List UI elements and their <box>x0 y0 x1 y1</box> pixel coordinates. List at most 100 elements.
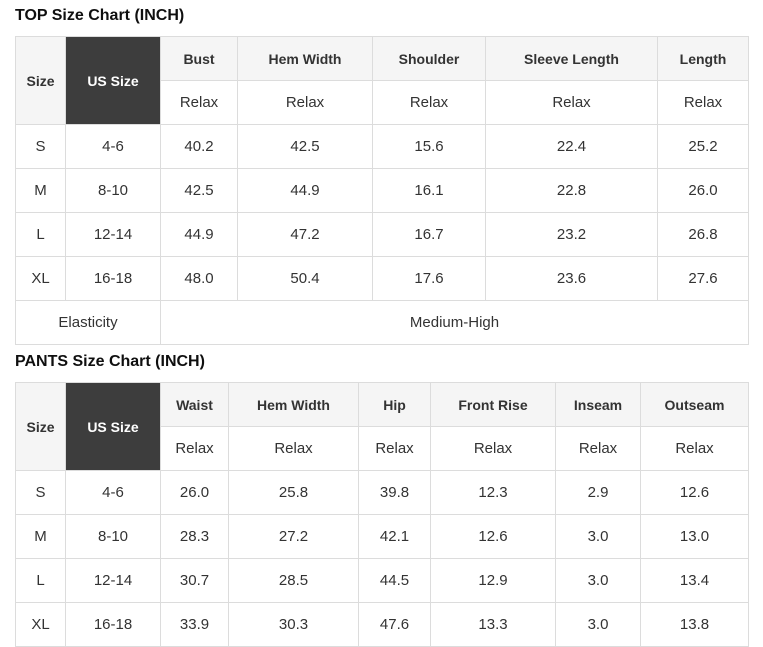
value-cell: 25.8 <box>228 470 359 515</box>
pants-column-header-outseam: Outseam <box>640 382 749 427</box>
us-size-cell: 16-18 <box>65 256 161 301</box>
fit-cell: Relax <box>237 80 373 125</box>
top-column-header-shoulder: Shoulder <box>372 36 486 81</box>
us-size-cell: 12-14 <box>65 558 161 603</box>
value-cell: 12.6 <box>430 514 556 559</box>
fit-cell: Relax <box>485 80 658 125</box>
value-cell: 48.0 <box>160 256 238 301</box>
value-cell: 50.4 <box>237 256 373 301</box>
value-cell: 26.0 <box>160 470 229 515</box>
value-cell: 3.0 <box>555 514 641 559</box>
value-cell: 44.9 <box>160 212 238 257</box>
size-cell: XL <box>15 602 66 647</box>
fit-cell: Relax <box>160 426 229 471</box>
value-cell: 16.1 <box>372 168 486 213</box>
elasticity-value: Medium-High <box>160 300 749 345</box>
table-row: XL 16-18 48.0 50.4 17.6 23.6 27.6 <box>15 256 749 301</box>
value-cell: 27.6 <box>657 256 749 301</box>
fit-cell: Relax <box>160 80 238 125</box>
value-cell: 3.0 <box>555 602 641 647</box>
value-cell: 42.5 <box>237 124 373 169</box>
value-cell: 15.6 <box>372 124 486 169</box>
size-cell: L <box>15 558 66 603</box>
elasticity-row: Elasticity Medium-High <box>15 300 749 345</box>
us-size-cell: 12-14 <box>65 212 161 257</box>
table-row: S 4-6 40.2 42.5 15.6 22.4 25.2 <box>15 124 749 169</box>
fit-cell: Relax <box>555 426 641 471</box>
value-cell: 23.6 <box>485 256 658 301</box>
pants-fit-row: Relax Relax Relax Relax Relax Relax <box>16 426 749 471</box>
table-row: S 4-6 26.0 25.8 39.8 12.3 2.9 12.6 <box>15 470 749 515</box>
value-cell: 27.2 <box>228 514 359 559</box>
top-column-header-length: Length <box>657 36 749 81</box>
us-size-cell: 4-6 <box>65 470 161 515</box>
value-cell: 22.4 <box>485 124 658 169</box>
pants-column-header-hip: Hip <box>358 382 431 427</box>
table-row: M 8-10 28.3 27.2 42.1 12.6 3.0 13.0 <box>15 514 749 559</box>
value-cell: 25.2 <box>657 124 749 169</box>
value-cell: 13.8 <box>640 602 749 647</box>
top-fit-row: Relax Relax Relax Relax Relax <box>16 80 749 125</box>
pants-column-header-waist: Waist <box>160 382 229 427</box>
value-cell: 42.1 <box>358 514 431 559</box>
value-cell: 42.5 <box>160 168 238 213</box>
top-header-row: Size US Size Bust Hem Width Shoulder Sle… <box>15 36 749 125</box>
value-cell: 44.9 <box>237 168 373 213</box>
size-cell: L <box>15 212 66 257</box>
value-cell: 17.6 <box>372 256 486 301</box>
us-size-cell: 8-10 <box>65 168 161 213</box>
value-cell: 28.5 <box>228 558 359 603</box>
value-cell: 33.9 <box>160 602 229 647</box>
value-cell: 3.0 <box>555 558 641 603</box>
size-cell: S <box>15 124 66 169</box>
value-cell: 47.2 <box>237 212 373 257</box>
table-row: L 12-14 44.9 47.2 16.7 23.2 26.8 <box>15 212 749 257</box>
top-column-header-bust: Bust <box>160 36 238 81</box>
top-size-column-header: Size <box>15 36 66 125</box>
value-cell: 22.8 <box>485 168 658 213</box>
value-cell: 12.9 <box>430 558 556 603</box>
value-cell: 28.3 <box>160 514 229 559</box>
value-cell: 13.3 <box>430 602 556 647</box>
top-size-table: Size US Size Bust Hem Width Shoulder Sle… <box>15 36 749 345</box>
us-size-cell: 16-18 <box>65 602 161 647</box>
pants-size-table: Size US Size Waist Hem Width Hip Front R… <box>15 382 749 647</box>
fit-cell: Relax <box>372 80 486 125</box>
size-cell: M <box>15 514 66 559</box>
pants-us-size-column-header: US Size <box>65 382 161 471</box>
table-row: L 12-14 30.7 28.5 44.5 12.9 3.0 13.4 <box>15 558 749 603</box>
fit-cell: Relax <box>228 426 359 471</box>
value-cell: 40.2 <box>160 124 238 169</box>
fit-cell: Relax <box>358 426 431 471</box>
pants-size-column-header: Size <box>15 382 66 471</box>
elasticity-label: Elasticity <box>15 300 161 345</box>
top-chart-title: TOP Size Chart (INCH) <box>15 7 185 24</box>
value-cell: 13.0 <box>640 514 749 559</box>
value-cell: 2.9 <box>555 470 641 515</box>
pants-column-header-inseam: Inseam <box>555 382 641 427</box>
pants-column-header-hem-width: Hem Width <box>228 382 359 427</box>
value-cell: 13.4 <box>640 558 749 603</box>
pants-column-header-front-rise: Front Rise <box>430 382 556 427</box>
value-cell: 12.6 <box>640 470 749 515</box>
top-column-header-hem-width: Hem Width <box>237 36 373 81</box>
value-cell: 16.7 <box>372 212 486 257</box>
table-row: M 8-10 42.5 44.9 16.1 22.8 26.0 <box>15 168 749 213</box>
value-cell: 47.6 <box>358 602 431 647</box>
value-cell: 30.3 <box>228 602 359 647</box>
fit-cell: Relax <box>640 426 749 471</box>
top-us-size-column-header: US Size <box>65 36 161 125</box>
us-size-cell: 4-6 <box>65 124 161 169</box>
fit-cell: Relax <box>430 426 556 471</box>
size-cell: M <box>15 168 66 213</box>
pants-header-row: Size US Size Waist Hem Width Hip Front R… <box>15 382 749 471</box>
size-cell: XL <box>15 256 66 301</box>
fit-cell: Relax <box>657 80 749 125</box>
value-cell: 26.0 <box>657 168 749 213</box>
table-row: XL 16-18 33.9 30.3 47.6 13.3 3.0 13.8 <box>15 602 749 647</box>
size-cell: S <box>15 470 66 515</box>
value-cell: 12.3 <box>430 470 556 515</box>
value-cell: 44.5 <box>358 558 431 603</box>
pants-chart-title: PANTS Size Chart (INCH) <box>15 353 205 370</box>
